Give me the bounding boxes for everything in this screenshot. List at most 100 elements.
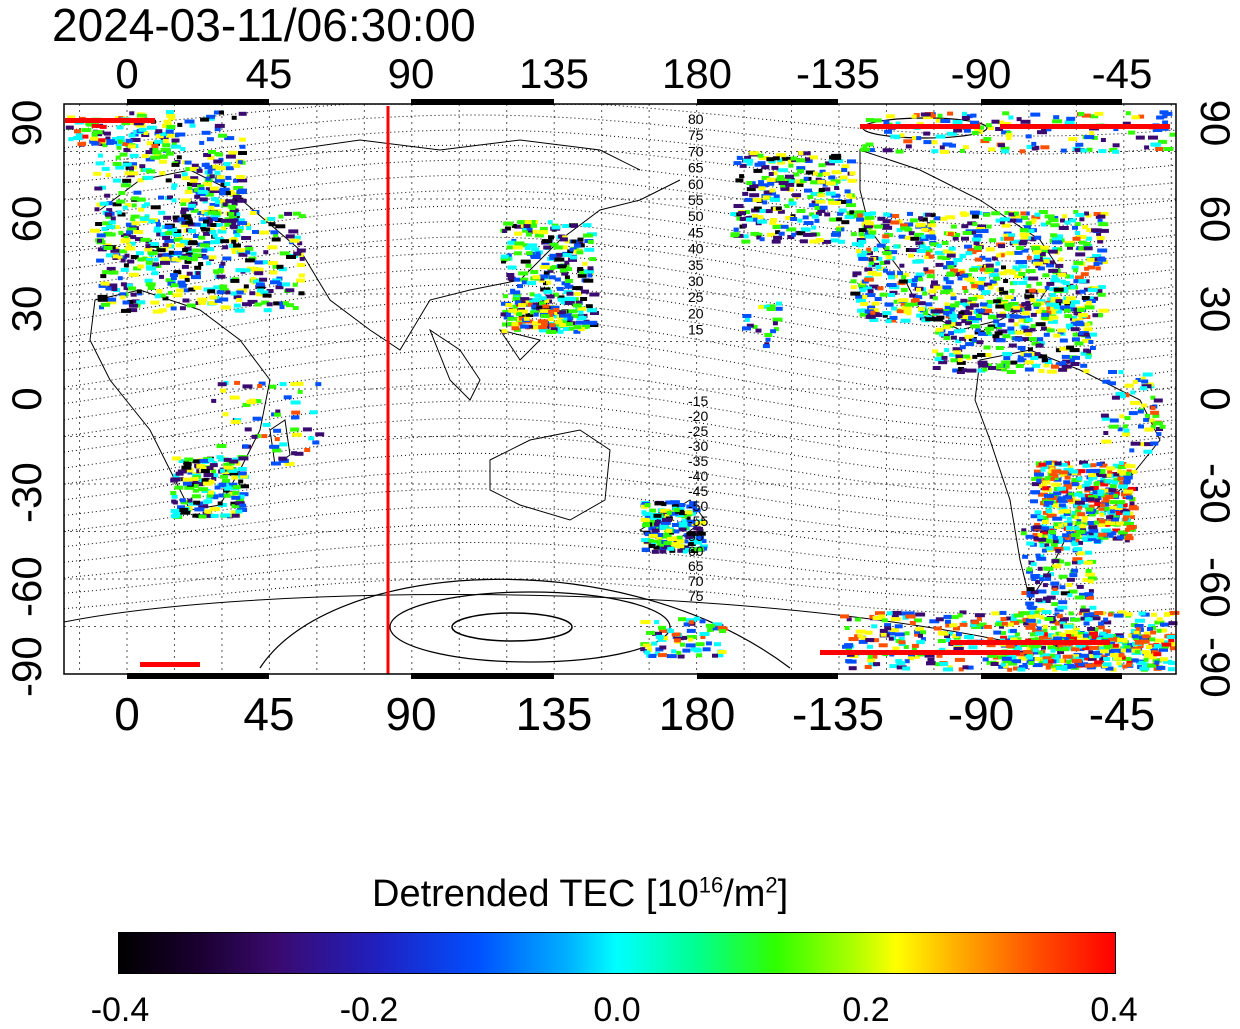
tec-point [1069, 348, 1080, 353]
tec-point [574, 291, 582, 296]
tec-point [884, 626, 892, 631]
tec-point [773, 235, 783, 240]
tec-point [1017, 667, 1026, 672]
tec-point [145, 282, 156, 287]
tec-point [1112, 143, 1120, 148]
tec-point [817, 209, 826, 213]
tec-point [254, 260, 265, 265]
tec-point [865, 142, 874, 147]
tec-point [1100, 477, 1106, 482]
tec-point [918, 216, 924, 221]
tec-point [1126, 533, 1133, 538]
tec-point [245, 250, 251, 255]
tec-point [881, 618, 888, 623]
tec-point [742, 191, 749, 196]
tec-point [116, 210, 122, 215]
tec-point [865, 251, 873, 256]
tec-point [181, 264, 189, 269]
tec-point [971, 620, 980, 625]
tec-point [1077, 512, 1086, 517]
tec-point [1055, 263, 1064, 268]
tec-point [1058, 462, 1068, 467]
contour-label: -20 [688, 408, 708, 424]
tec-point [969, 267, 979, 272]
tec-point [1037, 566, 1043, 571]
tec-point [1034, 472, 1044, 477]
tec-point [192, 248, 203, 253]
tec-point [1126, 660, 1133, 665]
tec-point [1009, 628, 1017, 633]
tec-point [1006, 616, 1012, 621]
tec-point [824, 161, 835, 166]
tec-point [1068, 492, 1075, 497]
tec-point [73, 129, 81, 134]
tec-point [868, 263, 874, 268]
tec-point [242, 384, 253, 389]
tec-point [1038, 650, 1044, 655]
tec-point [232, 485, 241, 490]
tec-point [1088, 512, 1096, 517]
tec-point [290, 400, 301, 405]
tec-point [564, 275, 570, 280]
tec-point [99, 185, 107, 190]
tec-point [1024, 332, 1032, 337]
tec-point [81, 128, 92, 133]
tec-point [294, 451, 304, 456]
tec-point [995, 304, 1005, 309]
tec-point [573, 243, 581, 248]
tec-point [119, 249, 128, 254]
tec-point [1071, 478, 1082, 482]
tec-point [972, 319, 979, 324]
contour-line [63, 366, 1177, 431]
tec-point [1012, 280, 1018, 285]
tec-point [987, 324, 997, 329]
tec-point [1035, 343, 1044, 348]
tec-point [1101, 654, 1108, 659]
tec-point [302, 427, 312, 432]
tec-point [1062, 300, 1070, 304]
tec-point [1071, 647, 1080, 652]
tec-point [205, 187, 212, 192]
tec-point [976, 284, 984, 289]
tec-point [925, 234, 936, 239]
tec-point [972, 354, 978, 359]
tec-point [1126, 495, 1133, 500]
tec-point [101, 302, 110, 307]
tec-point [232, 490, 240, 495]
tec-point [1035, 461, 1041, 466]
tec-point [1122, 424, 1128, 429]
tec-point [870, 638, 880, 643]
tec-point [802, 215, 809, 220]
tec-point [1071, 658, 1082, 663]
tec-point [1010, 239, 1020, 244]
tec-point [836, 217, 843, 222]
tec-point [1073, 210, 1079, 214]
tec-point [231, 495, 241, 500]
tec-point [926, 661, 936, 666]
tec-point [1050, 643, 1061, 648]
tec-point [551, 225, 561, 230]
tec-point [1071, 560, 1081, 565]
tec-point [514, 224, 524, 229]
tec-point [1008, 661, 1018, 666]
tec-point [733, 227, 739, 232]
tec-point [952, 634, 960, 638]
tec-point [1085, 531, 1092, 536]
tec-point [1044, 493, 1054, 498]
top-tick-label: -45 [1091, 50, 1153, 97]
tec-point [1090, 114, 1099, 119]
tec-point [1085, 568, 1092, 573]
tec-point [868, 308, 879, 313]
tec-point [856, 298, 866, 303]
tec-point [1080, 148, 1088, 153]
tec-point [191, 494, 201, 499]
tec-point [953, 128, 963, 133]
tec-point [1143, 631, 1151, 636]
tec-point [1041, 465, 1049, 470]
tec-point [206, 114, 216, 119]
tec-point [1042, 486, 1050, 491]
tec-point [213, 211, 221, 216]
tec-point [1088, 473, 1097, 478]
tec-point [780, 186, 790, 191]
tec-point [973, 295, 984, 299]
